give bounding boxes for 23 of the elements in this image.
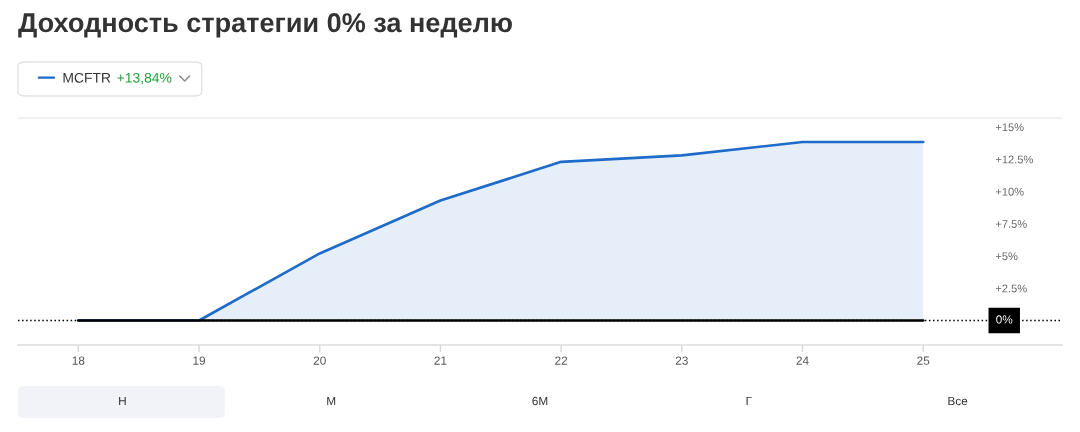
text: Г xyxy=(746,396,752,406)
y-tick-label: +12.5% xyxy=(995,155,1033,164)
text: Все xyxy=(948,396,968,406)
x-tick-label: 23 xyxy=(675,356,688,365)
x-tick-label: 20 xyxy=(313,356,326,365)
x-tick-label: 22 xyxy=(555,356,568,365)
text: М xyxy=(327,396,336,406)
y-tick-label: +7.5% xyxy=(995,220,1027,228)
y-tick-label: +2.5% xyxy=(995,284,1027,293)
x-tick-label: 24 xyxy=(796,356,809,365)
y-tick-label: +10% xyxy=(995,187,1024,196)
ref-line-label: 0% xyxy=(996,315,1013,324)
x-tick-label: 18 xyxy=(72,356,85,365)
legend-label: MCFTR xyxy=(63,72,111,83)
x-tick-label: 21 xyxy=(434,356,447,365)
chart-title: Доходность стратегии 0% за неделю xyxy=(18,13,512,38)
y-tick-label: +15% xyxy=(995,123,1024,132)
y-tick-label: +5% xyxy=(995,252,1018,261)
x-tick-label: 25 xyxy=(917,356,930,365)
x-tick-label: 19 xyxy=(193,356,206,365)
text: Н xyxy=(119,396,126,406)
text: 6М xyxy=(532,396,548,406)
text: +13,84% xyxy=(117,72,172,85)
